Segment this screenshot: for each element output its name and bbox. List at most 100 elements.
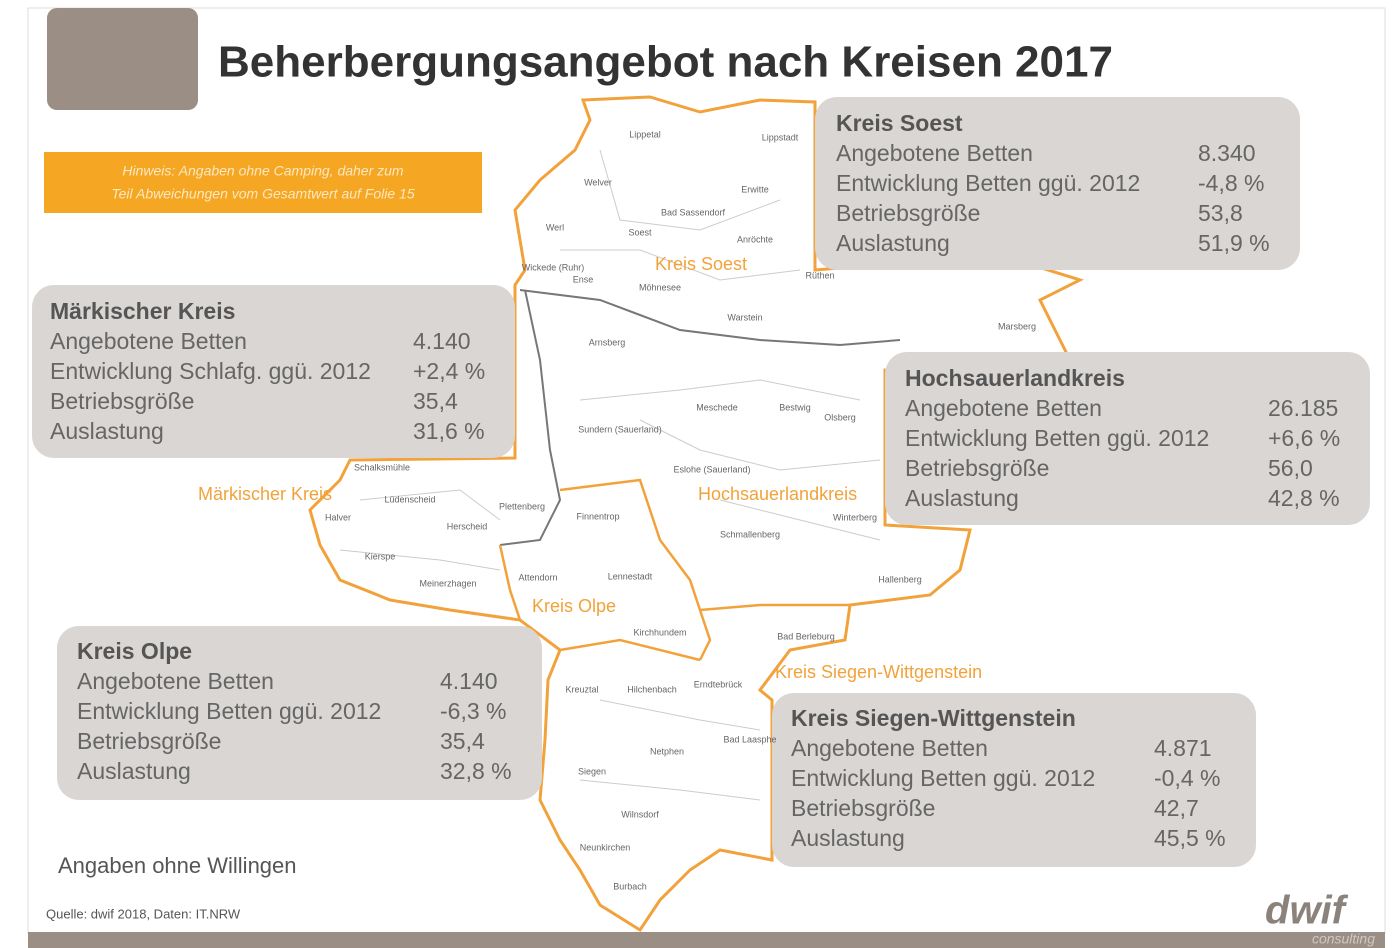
row-value: 53,8	[1198, 200, 1243, 226]
town-label: Bad Laasphe	[723, 734, 776, 744]
row-value: 31,6 %	[413, 418, 485, 444]
corner-tab	[47, 8, 198, 110]
row-value: 8.340	[1198, 140, 1256, 166]
row-value: -4,8 %	[1198, 170, 1264, 196]
row-value: -0,4 %	[1154, 765, 1220, 791]
town-label: Warstein	[727, 312, 762, 322]
info-box	[32, 285, 515, 458]
row-label: Betriebsgröße	[50, 388, 194, 414]
box-title: Hochsauerlandkreis	[905, 365, 1125, 391]
box-title: Kreis Soest	[836, 110, 963, 136]
town-label: Finnentrop	[576, 511, 619, 521]
box-title: Kreis Siegen-Wittgenstein	[791, 705, 1076, 731]
row-label: Entwicklung Betten ggü. 2012	[905, 425, 1209, 451]
town-label: Olsberg	[824, 412, 856, 422]
region-label: Kreis Siegen-Wittgenstein	[775, 662, 982, 682]
district-border	[559, 638, 701, 662]
row-value: 42,8 %	[1268, 485, 1340, 511]
town-label: Bad Berleburg	[777, 631, 835, 641]
town-label: Wickede (Ruhr)	[522, 262, 585, 272]
town-label: Ense	[573, 274, 594, 284]
district-border	[498, 544, 522, 621]
row-label: Auslastung	[905, 485, 1019, 511]
row-value: 56,0	[1268, 455, 1313, 481]
map-outline	[308, 95, 1084, 933]
town-label: Marsberg	[998, 321, 1036, 331]
town-label: Neunkirchen	[580, 842, 631, 852]
district-border	[519, 289, 901, 347]
logo-tagline: consulting	[1312, 931, 1375, 947]
row-value: 4.140	[440, 668, 498, 694]
town-label: Sundern (Sauerland)	[578, 424, 662, 434]
town-label: Winterberg	[833, 512, 877, 522]
region-label: Hochsauerlandkreis	[698, 484, 857, 504]
district-border	[559, 478, 712, 661]
town-label: Soest	[628, 227, 652, 237]
box-title: Kreis Olpe	[77, 638, 192, 664]
town-label: Hilchenbach	[627, 684, 677, 694]
town-label: Erwitte	[741, 184, 769, 194]
town-label: Eslohe (Sauerland)	[673, 464, 750, 474]
town-label: Attendorn	[518, 572, 557, 582]
row-label: Auslastung	[791, 825, 905, 851]
row-label: Angebotene Betten	[836, 140, 1033, 166]
town-label: Meinerzhagen	[419, 578, 476, 588]
row-label: Betriebsgröße	[905, 455, 1049, 481]
row-label: Auslastung	[50, 418, 164, 444]
town-label: Rüthen	[805, 270, 834, 280]
town-label: Bad Sassendorf	[661, 207, 726, 217]
town-label: Plettenberg	[499, 501, 545, 511]
note-line: Teil Abweichungen vom Gesamtwert auf Fol…	[111, 186, 414, 202]
row-value: 45,5 %	[1154, 825, 1226, 851]
town-label: Welver	[584, 177, 612, 187]
district-border	[699, 603, 850, 612]
municipal-border	[339, 149, 881, 801]
info-box	[57, 626, 542, 800]
row-label: Entwicklung Schlafg. ggü. 2012	[50, 358, 371, 384]
row-label: Betriebsgröße	[791, 795, 935, 821]
map	[308, 95, 1084, 933]
row-label: Betriebsgröße	[77, 728, 221, 754]
row-label: Entwicklung Betten ggü. 2012	[77, 698, 381, 724]
row-value: 32,8 %	[440, 758, 512, 784]
town-label: Bestwig	[779, 402, 811, 412]
box-title: Märkischer Kreis	[50, 298, 235, 324]
row-value: 35,4	[413, 388, 458, 414]
source: Quelle: dwif 2018, Daten: IT.NRW	[46, 906, 241, 921]
row-label: Angebotene Betten	[77, 668, 274, 694]
row-label: Auslastung	[77, 758, 191, 784]
row-value: 4.871	[1154, 735, 1212, 761]
footnote: Angaben ohne Willingen	[58, 853, 297, 878]
row-label: Entwicklung Betten ggü. 2012	[836, 170, 1140, 196]
town-label: Lennestadt	[608, 571, 653, 581]
row-label: Auslastung	[836, 230, 950, 256]
region-label: Kreis Olpe	[532, 596, 616, 616]
town-label: Herscheid	[447, 521, 488, 531]
row-value: 35,4	[440, 728, 485, 754]
town-label: Wilnsdorf	[621, 809, 659, 819]
town-label: Arnsberg	[589, 337, 626, 347]
row-value: 26.185	[1268, 395, 1338, 421]
row-value: +6,6 %	[1268, 425, 1340, 451]
town-label: Hallenberg	[878, 574, 922, 584]
note-box	[44, 152, 482, 213]
row-label: Entwicklung Betten ggü. 2012	[791, 765, 1095, 791]
town-label: Kreuztal	[565, 684, 598, 694]
town-label: Schmallenberg	[720, 529, 780, 539]
info-box	[772, 693, 1256, 867]
row-value: +2,4 %	[413, 358, 485, 384]
town-label: Werl	[546, 222, 564, 232]
info-box	[885, 352, 1370, 525]
town-label: Schalksmühle	[354, 462, 410, 472]
town-label: Burbach	[613, 881, 647, 891]
region-label: Märkischer Kreis	[198, 484, 332, 504]
town-label: Lippstadt	[762, 132, 799, 142]
town-label: Meschede	[696, 402, 738, 412]
logo: dwif	[1265, 889, 1349, 933]
note-line: Hinweis: Angaben ohne Camping, daher zum	[122, 163, 404, 179]
row-label: Betriebsgröße	[836, 200, 980, 226]
town-label: Netphen	[650, 746, 684, 756]
town-label: Kirchhundem	[633, 627, 686, 637]
town-label: Anröchte	[737, 234, 773, 244]
